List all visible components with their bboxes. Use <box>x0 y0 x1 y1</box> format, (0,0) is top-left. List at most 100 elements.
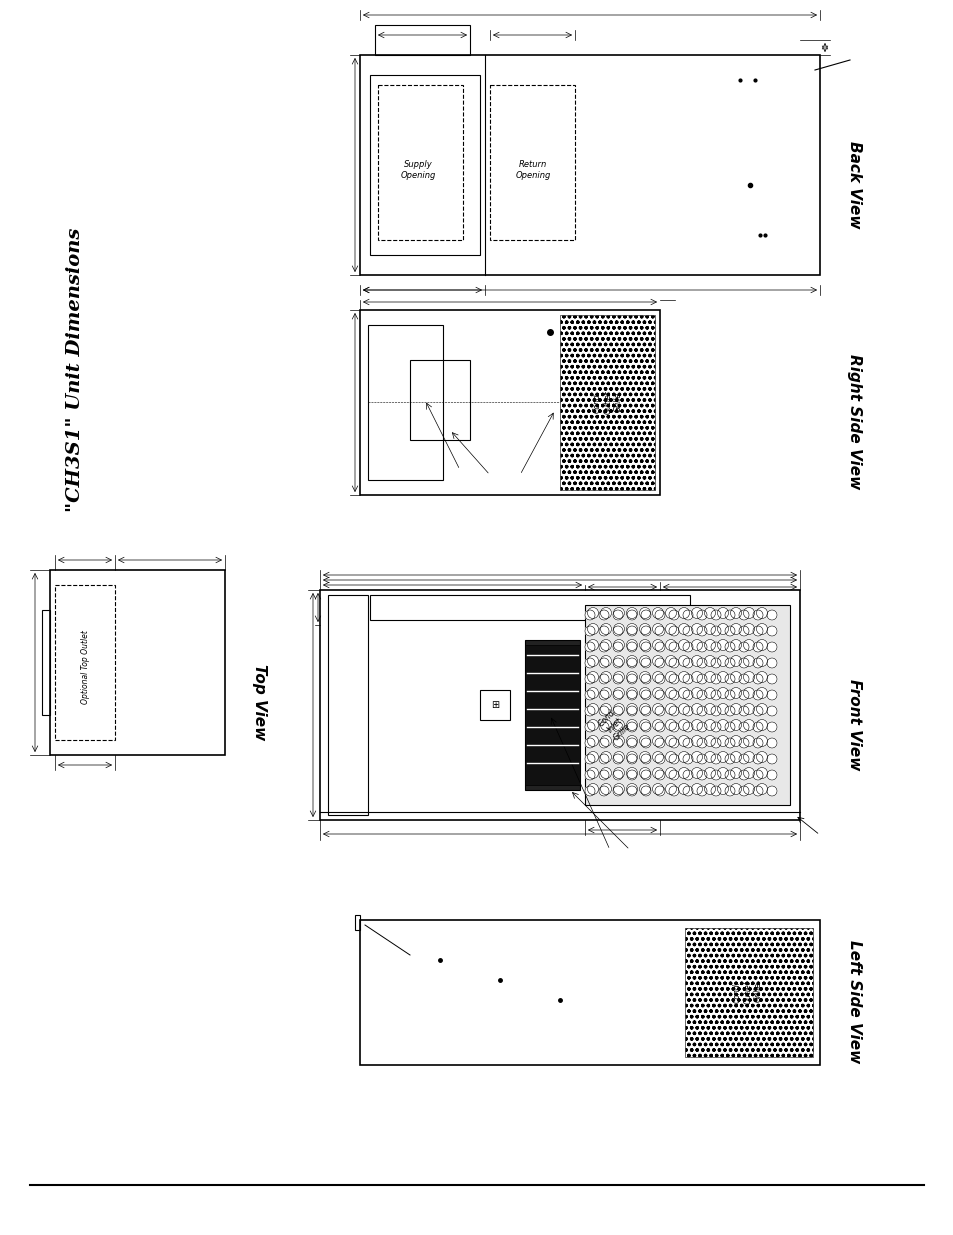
Circle shape <box>655 722 664 732</box>
Circle shape <box>639 688 650 699</box>
Circle shape <box>766 690 776 700</box>
Circle shape <box>682 642 692 652</box>
Circle shape <box>730 608 740 619</box>
Bar <box>359 56 820 275</box>
Circle shape <box>742 656 754 667</box>
Circle shape <box>703 767 715 778</box>
Circle shape <box>613 755 622 764</box>
Circle shape <box>717 704 728 715</box>
Circle shape <box>766 755 776 764</box>
Circle shape <box>626 624 637 635</box>
Circle shape <box>752 785 762 797</box>
Circle shape <box>697 658 706 668</box>
Circle shape <box>730 783 740 794</box>
Bar <box>42 610 50 715</box>
Bar <box>524 640 579 790</box>
Text: Supply
Opening: Supply Opening <box>400 161 436 180</box>
Circle shape <box>752 642 762 652</box>
Circle shape <box>639 608 650 619</box>
Circle shape <box>626 769 637 781</box>
Circle shape <box>626 720 637 730</box>
Circle shape <box>613 720 624 730</box>
Text: Right Side View: Right Side View <box>846 354 862 489</box>
Circle shape <box>724 690 734 700</box>
Circle shape <box>717 736 728 746</box>
Circle shape <box>640 722 650 732</box>
Circle shape <box>703 656 715 667</box>
Circle shape <box>598 658 608 668</box>
Circle shape <box>639 752 650 762</box>
Circle shape <box>739 610 748 620</box>
Text: Cond.
Outlet
Grille: Cond. Outlet Grille <box>732 981 762 1004</box>
Circle shape <box>665 704 676 715</box>
Text: Cond.
Inlet
Grille: Cond. Inlet Grille <box>596 706 633 743</box>
Circle shape <box>717 672 728 683</box>
Circle shape <box>598 674 608 684</box>
Circle shape <box>703 608 715 619</box>
Circle shape <box>691 736 701 746</box>
Circle shape <box>652 752 662 762</box>
Circle shape <box>652 720 662 730</box>
Circle shape <box>752 626 762 636</box>
Circle shape <box>730 736 740 746</box>
Circle shape <box>766 739 776 748</box>
Circle shape <box>668 610 679 620</box>
Circle shape <box>626 608 637 619</box>
Circle shape <box>739 658 748 668</box>
Circle shape <box>655 674 664 684</box>
Bar <box>55 585 115 740</box>
Circle shape <box>678 624 689 635</box>
Circle shape <box>742 736 754 746</box>
Circle shape <box>724 658 734 668</box>
Bar <box>375 25 470 56</box>
Circle shape <box>587 656 598 667</box>
Circle shape <box>639 672 650 683</box>
Circle shape <box>697 642 706 652</box>
Bar <box>479 690 510 720</box>
Text: ⊞: ⊞ <box>491 700 498 710</box>
Circle shape <box>587 752 598 762</box>
Circle shape <box>766 769 776 781</box>
Circle shape <box>717 688 728 699</box>
Circle shape <box>599 608 611 619</box>
Circle shape <box>752 722 762 732</box>
Circle shape <box>717 767 728 778</box>
Circle shape <box>739 674 748 684</box>
Circle shape <box>639 624 650 635</box>
Circle shape <box>599 688 611 699</box>
Circle shape <box>639 783 650 794</box>
Circle shape <box>639 704 650 715</box>
Circle shape <box>691 704 701 715</box>
Circle shape <box>717 720 728 730</box>
Circle shape <box>691 624 701 635</box>
Circle shape <box>739 690 748 700</box>
Circle shape <box>756 656 767 667</box>
Circle shape <box>652 736 662 746</box>
Circle shape <box>626 672 637 683</box>
Circle shape <box>739 755 748 764</box>
Circle shape <box>613 722 622 732</box>
Circle shape <box>703 704 715 715</box>
Circle shape <box>665 688 676 699</box>
Circle shape <box>766 722 776 732</box>
Circle shape <box>652 767 662 778</box>
Circle shape <box>724 706 734 716</box>
Circle shape <box>678 688 689 699</box>
Circle shape <box>682 706 692 716</box>
Circle shape <box>703 720 715 730</box>
Circle shape <box>756 720 767 730</box>
Circle shape <box>626 656 637 667</box>
Circle shape <box>652 688 662 699</box>
Circle shape <box>668 642 679 652</box>
Circle shape <box>652 656 662 667</box>
Circle shape <box>678 640 689 651</box>
Circle shape <box>668 626 679 636</box>
Text: Optional Top Outlet: Optional Top Outlet <box>80 630 90 704</box>
Circle shape <box>697 706 706 716</box>
Circle shape <box>665 720 676 730</box>
Circle shape <box>626 626 637 636</box>
Circle shape <box>665 656 676 667</box>
Circle shape <box>691 656 701 667</box>
Circle shape <box>640 674 650 684</box>
Circle shape <box>640 626 650 636</box>
